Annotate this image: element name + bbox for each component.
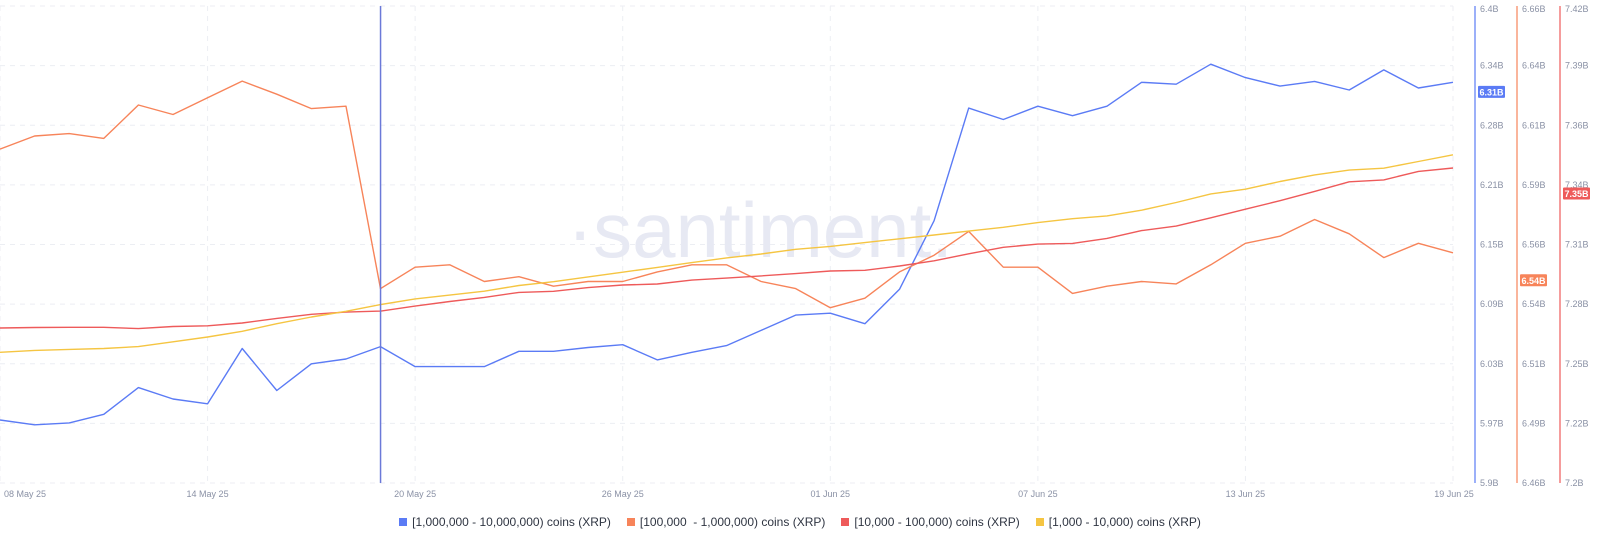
y-tick-label: 7.39B <box>1565 61 1589 71</box>
current-value-badge-2 <box>1520 274 1547 287</box>
legend-item-2[interactable]: [100,000 - 1,000,000) coins (XRP) <box>626 512 826 532</box>
series-line-2 <box>0 80 1454 309</box>
y-tick-label: 6.59B <box>1522 180 1546 190</box>
chart: ·santiment. 6.4B 6.34B 6.28B 6.21B 6.15B 6.09… <box>0 4 1590 499</box>
y-tick-label: 5.9B <box>1480 478 1499 488</box>
legend-item-1[interactable]: [1,000,000 - 10,000,000) coins (XRP) <box>399 512 611 532</box>
y-tick-label: 7.28B <box>1565 299 1589 309</box>
y-tick-label: 6.64B <box>1522 61 1546 71</box>
current-value-label-2: 6.54B <box>1521 276 1546 286</box>
y-tick-label: 6.54B <box>1522 299 1546 309</box>
y-tick-label: 6.49B <box>1522 418 1546 428</box>
legend-label: [10,000 - 100,000) coins (XRP) <box>854 515 1020 529</box>
y-tick-label: 6.51B <box>1522 359 1546 369</box>
x-tick-label: 07 Jun 25 <box>1018 489 1058 499</box>
legend-swatch <box>399 518 408 526</box>
legend-label: [1,000,000 - 10,000,000) coins (XRP) <box>412 515 611 529</box>
y-tick-label: 7.31B <box>1565 240 1589 250</box>
legend-label: [1,000 - 10,000) coins (XRP) <box>1048 515 1201 529</box>
y-tick-label: 6.46B <box>1522 478 1546 488</box>
legend-item-4[interactable]: [1,000 - 10,000) coins (XRP) <box>1035 512 1201 532</box>
y-tick-label: 7.34B <box>1565 180 1589 190</box>
y-tick-label: 6.66B <box>1522 4 1546 14</box>
series-lines <box>0 63 1454 426</box>
x-tick-label: 26 May 25 <box>602 489 644 499</box>
x-tick-label: 20 May 25 <box>394 489 436 499</box>
y-axes: 6.4B 6.34B 6.28B 6.21B 6.15B 6.09B 6.03B 5.97B 5… <box>1474 4 1590 488</box>
x-tick-label: 14 May 25 <box>187 489 229 499</box>
y-tick-label: 6.34B <box>1480 61 1504 71</box>
y-tick-label: 6.28B <box>1480 120 1504 130</box>
y-tick-label: 5.97B <box>1480 418 1504 428</box>
y-tick-label: 6.09B <box>1480 299 1504 309</box>
x-tick-label: 01 Jun 25 <box>811 489 851 499</box>
x-tick-label: 13 Jun 25 <box>1226 489 1266 499</box>
current-value-badge-3 <box>1563 187 1590 200</box>
series-line-4 <box>0 154 1454 353</box>
legend-swatch <box>1035 518 1044 526</box>
series-line-3 <box>0 167 1454 330</box>
legend-swatch <box>626 518 635 526</box>
legend: [1,000,000 - 10,000,000) coins (XRP) [100… <box>0 512 1600 532</box>
y-tick-label: 6.4B <box>1480 4 1499 14</box>
y-tick-label: 6.56B <box>1522 240 1546 250</box>
current-value-label-1: 6.31B <box>1479 87 1504 97</box>
y-tick-label: 7.25B <box>1565 359 1589 369</box>
legend-item-3[interactable]: [10,000 - 100,000) coins (XRP) <box>841 512 1020 532</box>
grid <box>0 5 1454 484</box>
y-tick-label: 7.42B <box>1565 4 1589 14</box>
legend-label: [100,000 - 1,000,000) coins (XRP) <box>639 515 826 529</box>
watermark: ·santiment. <box>567 186 953 274</box>
y-tick-label: 7.36B <box>1565 120 1589 130</box>
y-tick-label: 7.22B <box>1565 418 1589 428</box>
y-tick-label: 7.2B <box>1565 478 1584 488</box>
x-tick-label: 19 Jun 25 <box>1434 489 1474 499</box>
x-axis: 08 May 25 14 May 25 20 May 25 26 May 25 01 J… <box>4 489 1474 499</box>
y-tick-label: 6.03B <box>1480 359 1504 369</box>
current-value-badge-1 <box>1478 85 1505 98</box>
current-value-label-3: 7.35B <box>1564 189 1589 199</box>
y-tick-label: 6.15B <box>1480 240 1504 250</box>
y-tick-label: 6.61B <box>1522 120 1546 130</box>
x-tick-label: 08 May 25 <box>4 489 46 499</box>
series-line-1 <box>0 63 1454 426</box>
y-tick-label: 6.21B <box>1480 180 1504 190</box>
legend-swatch <box>841 518 850 526</box>
